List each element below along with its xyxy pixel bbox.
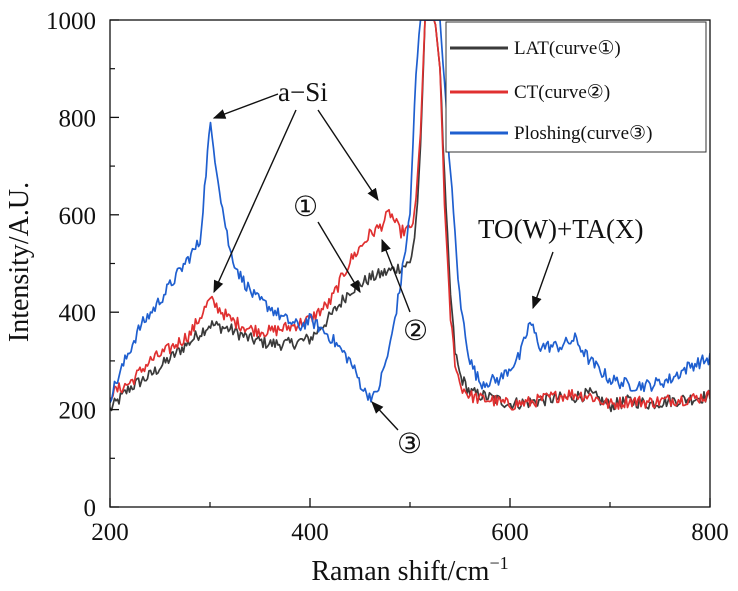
series-line-1 (110, 20, 710, 411)
legend-label-lat: LAT(curve①) (514, 38, 621, 59)
y-tick-label: 800 (59, 105, 97, 132)
x-axis-label-superscript: −1 (489, 553, 508, 573)
x-axis-label: Raman shift/cm−1 (311, 553, 508, 587)
legend-label-ct: CT(curve②) (514, 82, 610, 103)
annotations: a−Si TO(W)+TA(X) ① ② ③ (212, 77, 644, 460)
y-axis-label: Intensity/A.U. (4, 182, 35, 342)
annotation-to-ta: TO(W)+TA(X) (478, 214, 644, 244)
y-tick-label: 1000 (46, 8, 96, 35)
arrow-a-si-right (317, 109, 379, 202)
arrow-to-ta (532, 251, 554, 310)
y-tick-label: 0 (84, 495, 97, 522)
series-line-0 (110, 20, 710, 413)
legend-box (445, 21, 707, 153)
legend: LAT(curve①) CT(curve②) Ploshing(curve③) (445, 21, 707, 153)
annotation-circle-1: ① (293, 190, 318, 223)
series-line-2 (110, 20, 710, 404)
arrow-a-si-blue-peak (212, 93, 279, 119)
x-tick-label: 200 (91, 519, 129, 546)
arrow-circle-1 (317, 221, 361, 294)
x-tick-label: 800 (691, 519, 729, 546)
y-tick-label: 400 (59, 300, 97, 327)
x-tick-label: 600 (491, 519, 529, 546)
annotation-circle-3: ③ (397, 427, 422, 460)
y-tick-label: 600 (59, 203, 97, 230)
x-tick-label: 400 (291, 519, 329, 546)
series-layer (110, 20, 710, 413)
y-tick-label: 200 (59, 398, 97, 425)
arrow-circle-3 (371, 401, 399, 431)
arrow-circle-2 (381, 238, 411, 313)
legend-label-ploshing: Ploshing(curve③) (514, 123, 652, 144)
arrow-a-si-red-bump (213, 109, 297, 294)
annotation-circle-2: ② (403, 314, 428, 347)
annotation-a-si: a−Si (278, 77, 328, 107)
